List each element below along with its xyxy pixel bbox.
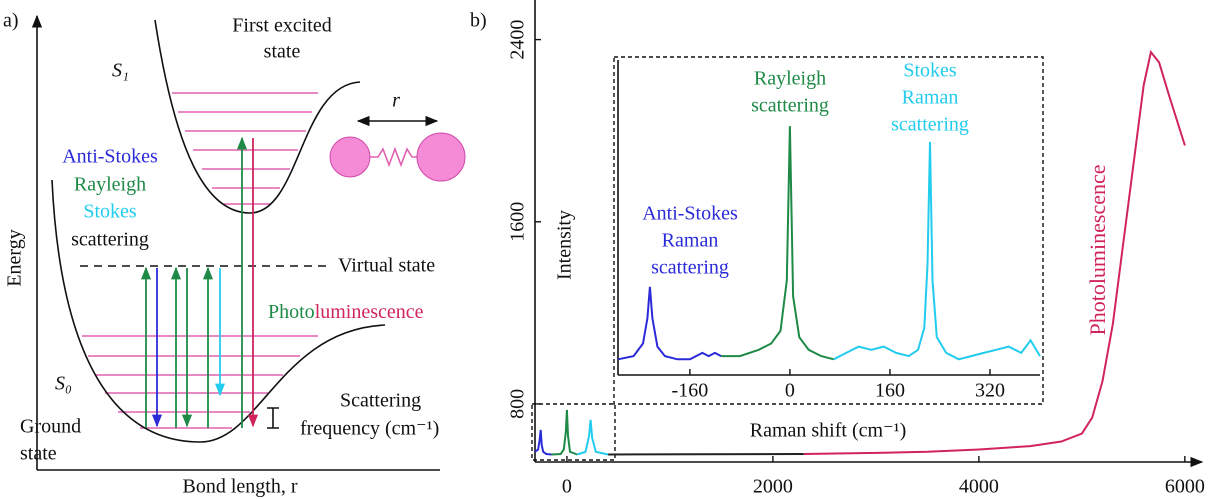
photo: Photo [268,301,315,323]
line-series [803,49,1186,455]
line-series [833,141,1041,361]
line-series [721,126,834,361]
y-tick-label: 800 [507,389,529,419]
frequency-bar [267,407,279,429]
process-label: scattering [71,229,149,251]
photoluminescence-label: Photoluminescence [268,301,424,323]
x-axis-label: Raman shift (cm⁻¹) [750,420,907,442]
line-series [551,409,578,456]
process-label: Rayleigh [74,174,146,196]
panel-label: b) [470,10,487,32]
frequency-label: frequency (cm⁻¹) [300,418,439,440]
frequency-label: Scattering [340,390,421,412]
x-axis-label: Bond length, r [183,476,298,498]
annotation: Anti-Stokes [642,203,738,225]
process-label: Anti-Stokes [62,146,158,168]
annotation: Photoluminescence [1085,164,1110,335]
s0-label: S₀ [55,373,72,395]
annotation: scattering [651,257,729,279]
annotation: Rayleigh [754,68,826,90]
annotation: scattering [891,114,969,136]
x-tick-label: 160 [875,380,905,402]
y-axis-label: Energy [4,229,26,286]
transition-arrows [140,136,259,428]
y-axis-label: Intensity [554,210,576,280]
line-series [534,429,552,456]
s1-label: S₁ [112,60,129,82]
process-label: Stokes [83,201,137,223]
molecule [329,132,466,182]
line-series [608,453,804,456]
line-series [617,286,722,361]
ground-label: state [20,443,57,465]
ground-label: Ground [20,416,81,438]
x-tick-label: 320 [975,380,1005,402]
s0-levels [82,335,318,429]
y-tick-label: 2400 [507,20,529,60]
x-tick-label: 0 [785,380,795,402]
annotation: Raman [902,87,959,109]
luminescence: luminescence [315,301,424,323]
bond-label: r [392,90,400,112]
virtual-state-label: Virtual state [338,255,435,277]
s1-levels [172,92,318,205]
annotation: scattering [751,95,829,117]
panel-label: a) [3,10,19,32]
x-tick-label: 6000 [1165,476,1205,498]
inset-box [613,56,1044,405]
excited-label: First excited [232,15,331,37]
s1-curve [154,19,361,214]
line-series [576,419,609,456]
annotation: Stokes [903,60,957,82]
y-tick-label: 1600 [507,202,529,242]
x-tick-label: -160 [672,380,709,402]
excited-label: state [264,41,301,63]
s0-curve [51,179,386,443]
x-tick-label: 0 [562,476,572,498]
panel-a: a) First excited state S₁ r Anti-Stokes … [3,10,466,498]
panel-b [531,56,1044,461]
x-tick-label: 4000 [959,476,999,498]
annotation: Raman [662,230,719,252]
x-tick-label: 2000 [753,476,793,498]
